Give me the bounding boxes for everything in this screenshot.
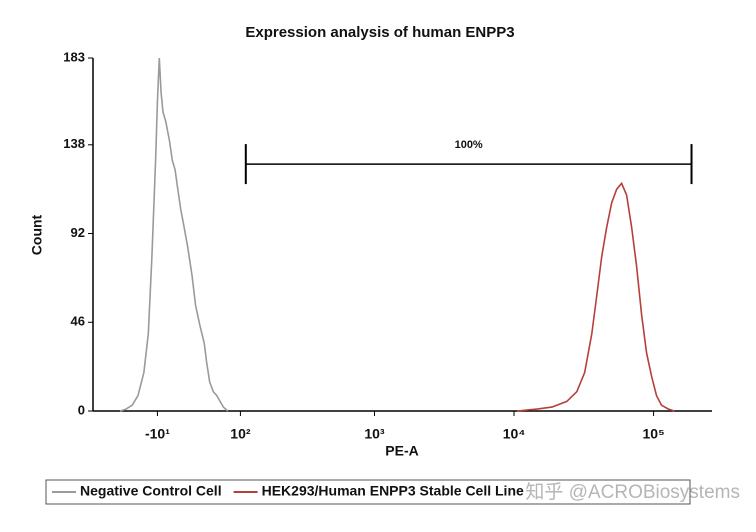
legend-box — [45, 479, 691, 505]
watermark: 知乎 @ACROBiosystems — [525, 481, 740, 503]
x-tick-label: 10³ — [364, 426, 385, 442]
x-tick-label: 10⁴ — [503, 426, 526, 442]
x-tick-label: 10² — [230, 426, 251, 442]
y-tick-label: 0 — [78, 402, 85, 417]
y-tick-label: 183 — [63, 49, 85, 64]
y-tick-label: 46 — [71, 314, 85, 329]
chart-title: Expression analysis of human ENPP3 — [245, 24, 514, 41]
gate-label: 100% — [455, 139, 483, 151]
legend-label: HEK293/Human ENPP3 Stable Cell Line — [262, 483, 524, 499]
x-tick-label: -10¹ — [145, 426, 170, 442]
y-tick-label: 138 — [63, 136, 85, 151]
series-line — [516, 181, 675, 412]
x-tick-label: 10⁵ — [643, 426, 665, 442]
legend-label: Negative Control Cell — [80, 483, 222, 499]
y-tick-label: 92 — [71, 225, 85, 240]
series-line — [119, 57, 229, 412]
x-axis-label: PE-A — [385, 443, 418, 459]
y-axis-label: Count — [29, 214, 45, 255]
